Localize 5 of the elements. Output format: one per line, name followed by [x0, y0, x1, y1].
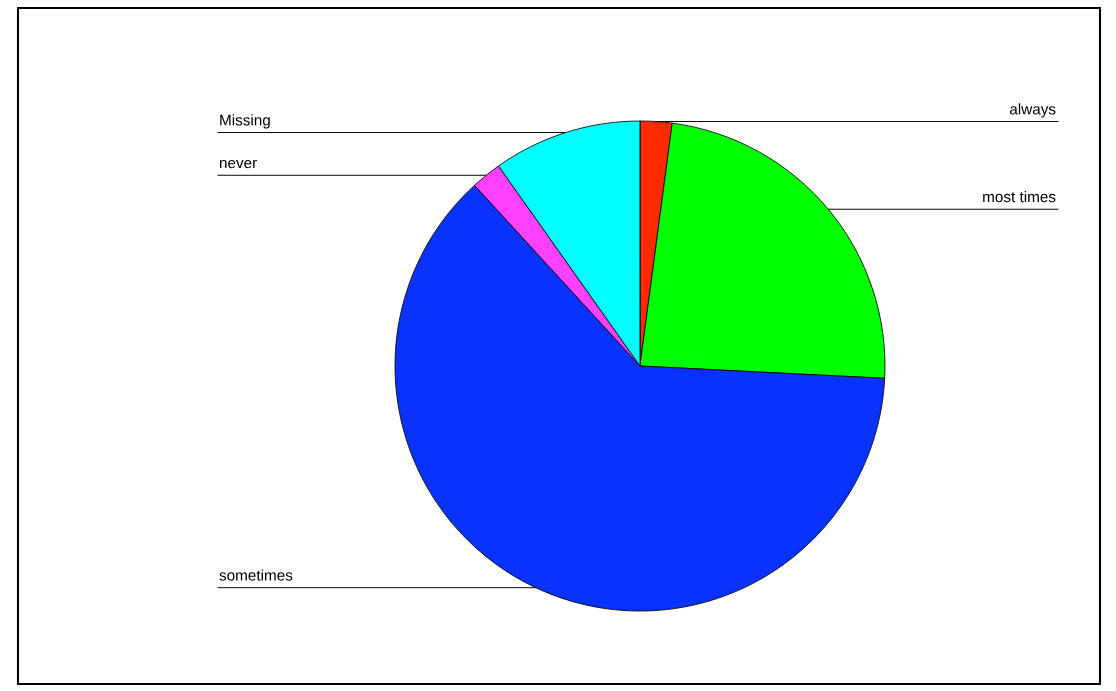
slice-label: never — [220, 159, 257, 169]
slice-label: sometimes — [219, 569, 293, 581]
slice-label: most times — [983, 191, 1056, 203]
slice-label: Missing — [220, 114, 270, 129]
slice-label: always — [1009, 103, 1056, 118]
